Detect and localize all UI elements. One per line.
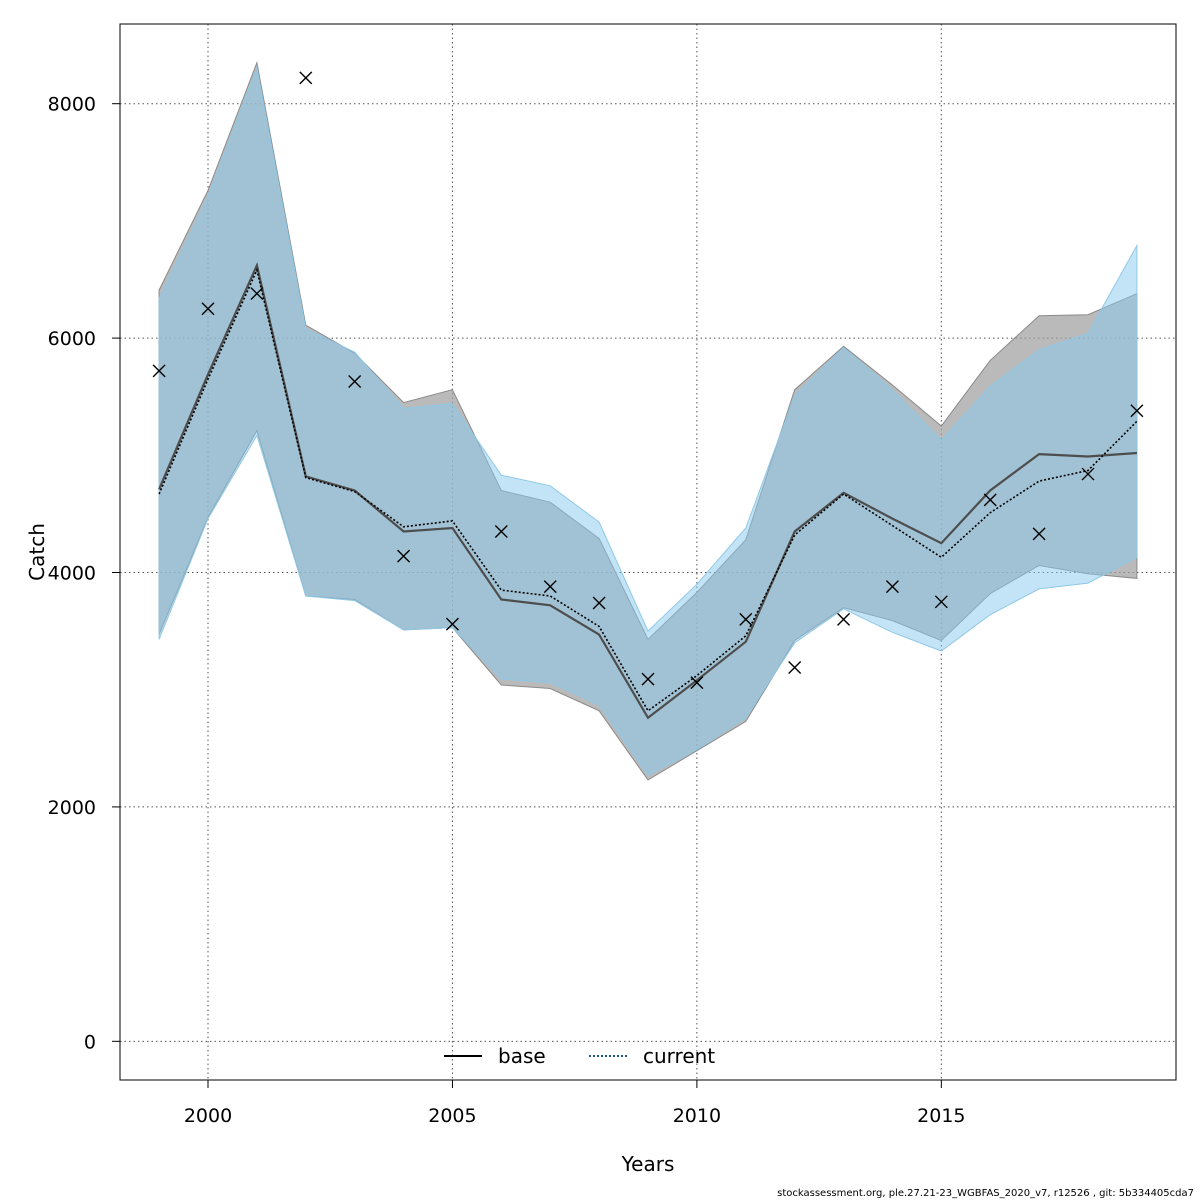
observation-point-2016: [983, 493, 997, 507]
plot-frame: [119, 23, 1177, 1081]
observation-point-2000: [201, 302, 215, 316]
observation-point-1999: [152, 364, 166, 378]
observation-point-2006: [494, 524, 508, 538]
line-base: [158, 261, 1137, 720]
x-axis-title: Years: [621, 1152, 675, 1176]
y-tick-label-0: 0: [84, 1031, 96, 1053]
y-axis-title: Catch: [25, 523, 49, 581]
observation-point-2002: [299, 71, 313, 85]
observation-point-2018: [1081, 467, 1095, 481]
observation-point-2012: [788, 660, 802, 674]
observation-point-2008: [592, 596, 606, 610]
observation-point-2013: [837, 612, 851, 626]
x-tick-label-2005: 2005: [428, 1105, 476, 1127]
observation-point-2011: [739, 612, 753, 626]
observation-point-2014: [885, 580, 899, 594]
footer-credit: stockassessment.org, ple.27.21-23_WGBFAS…: [777, 1188, 1194, 1199]
y-tick-label-8000: 8000: [48, 94, 96, 116]
observation-point-2005: [445, 617, 459, 631]
y-tick-label-2000: 2000: [48, 797, 96, 819]
observation-point-2004: [397, 549, 411, 563]
axis-ticks: 2000 2005 2010 2015 0 2000 4000 6000 8000: [48, 94, 966, 1127]
legend-label-current: current: [643, 1044, 715, 1068]
y-tick-label-4000: 4000: [48, 563, 96, 585]
band-current: [158, 65, 1138, 776]
observation-point-2010: [690, 676, 704, 690]
observation-point-2007: [543, 580, 557, 594]
observation-point-2015: [934, 595, 948, 609]
legend-label-base: base: [498, 1044, 546, 1068]
x-tick-label-2015: 2015: [917, 1105, 965, 1127]
series-lines: [158, 261, 1138, 720]
observation-point-2017: [1032, 527, 1046, 541]
observation-point-2001: [250, 287, 264, 301]
legend: base current: [444, 1044, 715, 1068]
y-tick-label-6000: 6000: [48, 328, 96, 350]
observation-point-2009: [641, 672, 655, 686]
confidence-bands: [158, 60, 1138, 781]
x-tick-label-2000: 2000: [184, 1105, 232, 1127]
observation-points: [152, 71, 1144, 690]
observation-point-2003: [348, 374, 362, 388]
observation-point-2019: [1130, 404, 1144, 418]
x-tick-label-2010: 2010: [673, 1105, 721, 1127]
